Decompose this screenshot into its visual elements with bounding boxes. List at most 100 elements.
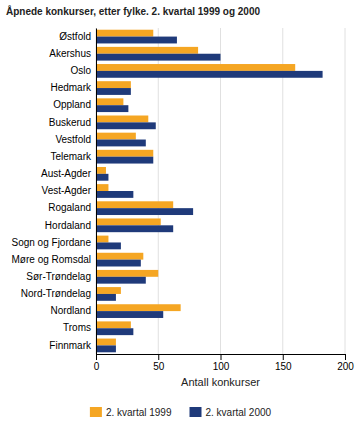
bar [96,304,181,311]
y-tick: Vest-Agder [42,185,96,196]
grid-line [96,28,97,354]
bar [96,105,128,112]
x-tick-mark [221,354,222,360]
y-tick-label: Telemark [50,151,92,162]
y-tick-label: Østfold [59,31,91,42]
y-tick: Oslo [70,65,96,76]
y-tick-label: Sogn og Fjordane [11,237,91,248]
bar [96,345,116,352]
bars [96,30,323,353]
y-axis-line [96,29,97,355]
y-tick: Hedmark [50,82,96,93]
bar [96,47,198,54]
legend-label: 2. kvartal 2000 [206,407,272,418]
y-tick-label: Nordland [50,305,91,316]
y-tick: Telemark [50,151,96,162]
legend-swatch [90,407,102,417]
bar [96,174,108,181]
y-tick: Buskerud [49,117,96,128]
bar [96,328,133,335]
bar [96,54,221,61]
bar [96,157,153,164]
bar [96,150,153,157]
x-tick: 50 [153,354,165,372]
x-tick-label: 50 [153,361,165,372]
y-tick: Troms [63,322,96,333]
y-tick-label: Oslo [70,65,91,76]
bar [96,122,156,129]
y-tick-label: Buskerud [49,117,91,128]
bar [96,270,158,277]
x-tick: 0 [94,354,100,372]
bar [96,260,141,267]
y-tick-label: Rogaland [48,202,91,213]
bar [96,208,193,215]
y-tick-label: Akershus [49,48,91,59]
bar [96,242,121,249]
bar [96,236,108,243]
bar-series [96,37,323,353]
chart: Åpnede konkurser, etter fylke. 2. kvarta… [0,0,361,426]
x-tick: 200 [337,354,354,372]
bar [96,167,106,174]
y-tick: Finnmark [49,340,96,351]
x-tick: 150 [275,354,292,372]
x-tick-label: 100 [213,361,230,372]
bar [96,201,173,208]
bar [96,218,161,225]
bar [96,339,116,346]
y-tick: Møre og Romsdal [12,254,96,265]
bar [96,37,177,44]
y-tick: Sør-Trøndelag [26,271,96,282]
bar [96,88,131,95]
legend-item: 2. kvartal 1999 [90,407,172,418]
x-tick-mark [158,354,159,360]
bar [96,287,121,294]
legend-item: 2. kvartal 2000 [190,407,272,418]
y-tick: Akershus [49,48,96,59]
legend-swatch [190,407,202,417]
y-tick: Oppland [53,99,96,110]
bar [96,81,131,88]
y-tick: Nord-Trøndelag [21,288,96,299]
bar [96,133,136,140]
legend: 2. kvartal 1999 2. kvartal 2000 [90,407,272,418]
bar [96,225,173,232]
y-axis: Østfold Akershus Oslo Hedmark Oppland Buskeru… [11,29,96,355]
y-tick-label: Hordaland [45,220,91,231]
bar [96,311,163,318]
x-axis-title: Antall konkurser [181,376,260,388]
x-tick-label: 0 [94,361,100,372]
x-tick-label: 200 [337,361,354,372]
legend-label: 2. kvartal 1999 [106,407,172,418]
plot: 0 50 100 150 200 Østfold Akershus Oslo Hedmark Op… [11,28,354,372]
y-tick: Vestfold [55,134,96,145]
y-tick-label: Møre og Romsdal [12,254,91,265]
y-tick-label: Aust-Agder [41,168,92,179]
x-tick-mark [96,354,97,360]
bar [96,277,146,284]
y-tick-label: Vest-Agder [42,185,92,196]
y-tick-label: Finnmark [49,340,92,351]
bar [96,191,133,198]
y-tick: Nordland [50,305,96,316]
bar [96,184,108,191]
bar [96,294,116,301]
y-tick-label: Sør-Trøndelag [26,271,91,282]
y-tick: Hordaland [45,220,96,231]
bar [96,116,148,123]
x-tick-label: 150 [275,361,292,372]
bar [96,140,146,147]
bar [96,64,295,71]
y-tick: Aust-Agder [41,168,96,179]
grid [96,28,345,354]
grid-line [345,28,346,354]
y-tick-label: Hedmark [50,82,92,93]
bar [96,253,143,260]
y-tick: Rogaland [48,202,96,213]
bar [96,98,123,105]
title: Åpnede konkurser, etter fylke. 2. kvarta… [6,5,260,17]
y-tick-label: Nord-Trøndelag [21,288,91,299]
x-tick: 100 [213,354,230,372]
y-tick-label: Vestfold [55,134,91,145]
